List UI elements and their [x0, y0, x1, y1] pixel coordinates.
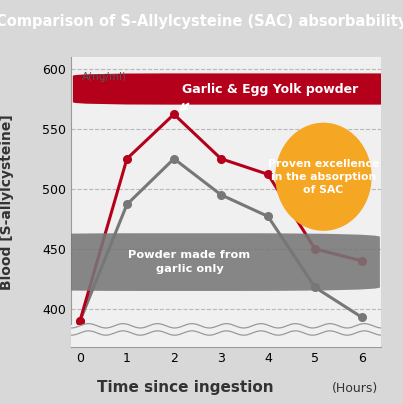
Ellipse shape — [275, 123, 372, 231]
Text: (Hours): (Hours) — [332, 382, 378, 395]
Text: Blood [S-allylcysteine]: Blood [S-allylcysteine] — [0, 114, 14, 290]
FancyBboxPatch shape — [73, 74, 403, 105]
Text: Time since ingestion: Time since ingestion — [97, 380, 274, 395]
FancyBboxPatch shape — [0, 233, 380, 291]
Text: Powder made from
garlic only: Powder made from garlic only — [129, 250, 251, 274]
Text: Proven excellence
in the absorption
of SAC: Proven excellence in the absorption of S… — [268, 158, 379, 195]
Polygon shape — [276, 167, 294, 196]
Text: Comparison of S-Allylcysteine (SAC) absorbability: Comparison of S-Allylcysteine (SAC) abso… — [0, 14, 403, 29]
Text: Garlic & Egg Yolk powder: Garlic & Egg Yolk powder — [182, 82, 359, 95]
Text: A(ng/ml): A(ng/ml) — [82, 72, 127, 82]
